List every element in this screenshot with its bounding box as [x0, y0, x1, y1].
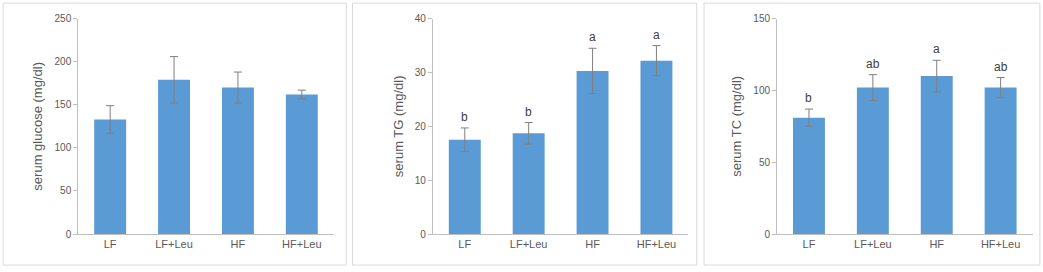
- svg-text:LF: LF: [803, 238, 816, 250]
- svg-text:a: a: [933, 42, 940, 56]
- svg-text:50: 50: [759, 157, 771, 168]
- svg-text:b: b: [805, 91, 812, 105]
- svg-text:HF: HF: [585, 238, 600, 250]
- svg-text:200: 200: [55, 56, 72, 67]
- svg-text:serum TC (mg/dl): serum TC (mg/dl): [729, 76, 744, 177]
- svg-text:LF+Leu: LF+Leu: [854, 238, 892, 250]
- svg-text:a: a: [589, 30, 596, 44]
- svg-text:0: 0: [66, 229, 72, 240]
- svg-text:HF: HF: [929, 238, 944, 250]
- svg-text:ab: ab: [994, 60, 1008, 74]
- svg-text:HF: HF: [231, 238, 246, 250]
- svg-text:40: 40: [415, 13, 427, 24]
- svg-text:20: 20: [415, 121, 427, 132]
- svg-text:serum glucose (mg/dl): serum glucose (mg/dl): [30, 62, 45, 191]
- svg-text:0: 0: [420, 229, 426, 240]
- svg-text:100: 100: [753, 85, 770, 96]
- svg-text:250: 250: [55, 13, 72, 24]
- svg-text:HF+Leu: HF+Leu: [282, 238, 321, 250]
- svg-text:10: 10: [415, 175, 427, 186]
- svg-text:LF: LF: [458, 238, 471, 250]
- svg-text:30: 30: [415, 67, 427, 78]
- svg-text:b: b: [461, 110, 468, 124]
- svg-text:LF+Leu: LF+Leu: [510, 238, 548, 250]
- svg-text:150: 150: [753, 13, 770, 24]
- svg-text:LF: LF: [104, 238, 117, 250]
- svg-text:b: b: [525, 105, 532, 119]
- svg-text:HF+Leu: HF+Leu: [637, 238, 676, 250]
- svg-text:a: a: [653, 28, 660, 42]
- svg-text:ab: ab: [866, 57, 880, 71]
- svg-text:50: 50: [60, 185, 72, 196]
- svg-text:HF+Leu: HF+Leu: [981, 238, 1020, 250]
- svg-text:LF+Leu: LF+Leu: [155, 238, 193, 250]
- svg-text:100: 100: [55, 142, 72, 153]
- svg-text:0: 0: [764, 229, 770, 240]
- svg-text:serum TG (mg/dl): serum TG (mg/dl): [391, 76, 406, 178]
- svg-text:150: 150: [55, 99, 72, 110]
